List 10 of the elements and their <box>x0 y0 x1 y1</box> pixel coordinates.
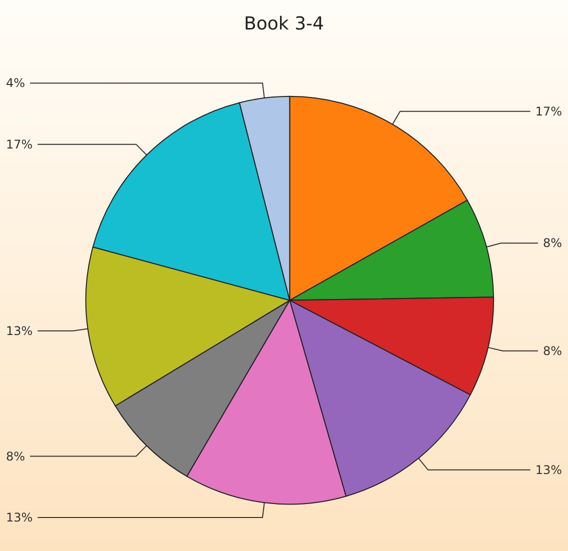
data-label: 13% <box>535 462 562 477</box>
chart-title: Book 3-4 <box>244 14 324 34</box>
data-label: 13% <box>6 324 33 338</box>
data-label: 8% <box>542 236 562 250</box>
data-label: 17% <box>6 137 33 152</box>
data-label: 17% <box>535 104 562 118</box>
data-label: 8% <box>6 449 26 464</box>
data-label: 4% <box>6 76 26 90</box>
data-label: 13% <box>6 510 33 524</box>
data-label: 8% <box>542 344 562 358</box>
